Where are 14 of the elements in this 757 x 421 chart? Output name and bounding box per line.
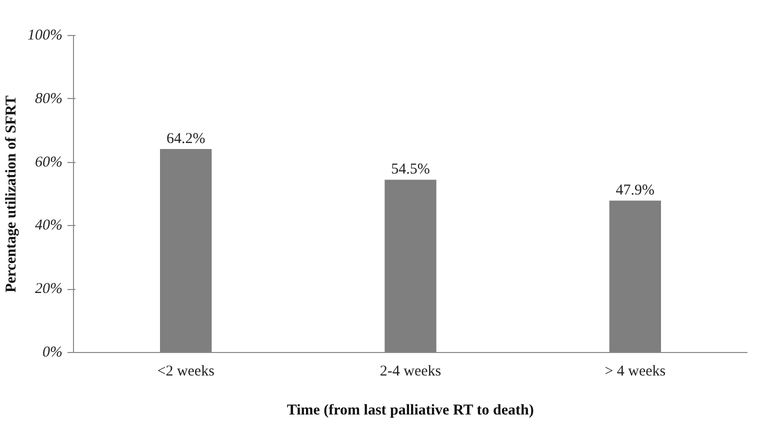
y-tick-label: 100% [28,28,63,44]
x-tick-label: <2 weeks [157,364,215,380]
data-label: 47.9% [616,182,655,199]
x-tick-label: > 4 weeks [604,364,666,380]
y-tick-label: 40% [35,218,63,234]
y-tick-label: 20% [35,281,63,298]
x-axis-title: Time (from last palliative RT to death) [286,402,534,418]
data-label: 64.2% [166,130,206,147]
y-tick-label: 60% [35,154,63,170]
y-tick-label: 80% [35,90,63,107]
y-tick-label: 0% [42,344,63,360]
data-label: 54.5% [391,162,430,178]
y-axis-title: Percentage utilization of SFRT [4,95,20,293]
x-tick-label: 2-4 weeks [380,364,442,380]
